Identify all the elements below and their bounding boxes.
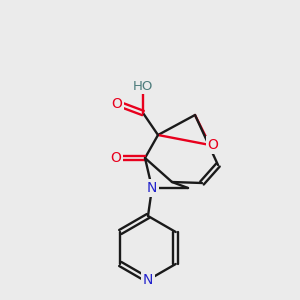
Text: N: N	[147, 181, 157, 195]
Text: HO: HO	[133, 80, 153, 92]
Text: N: N	[143, 273, 153, 287]
Text: O: O	[111, 151, 122, 165]
Text: O: O	[208, 138, 218, 152]
Text: O: O	[112, 97, 122, 111]
